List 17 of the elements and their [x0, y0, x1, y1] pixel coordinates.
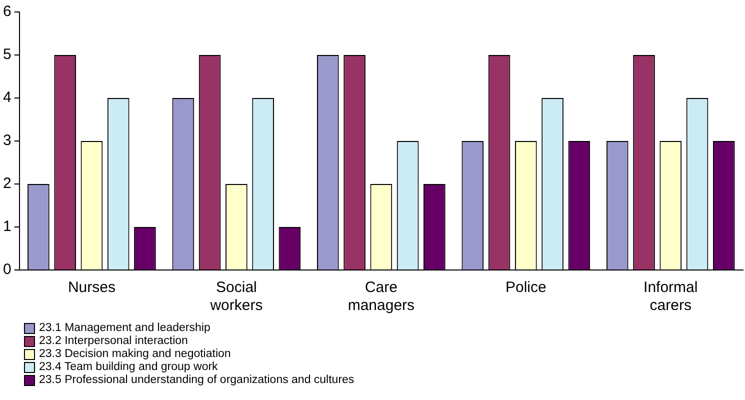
- y-tick-label: 6: [3, 3, 12, 20]
- y-tick-label: 2: [3, 175, 12, 192]
- y-tick-label: 3: [3, 132, 12, 150]
- legend-label: 23.4 Team building and group work: [39, 361, 218, 374]
- legend-label: 23.3 Decision making and negotiation: [39, 348, 231, 361]
- y-tick-label: 5: [3, 46, 12, 64]
- y-tick-label: 1: [3, 218, 12, 236]
- x-tick-label: Nurses: [68, 279, 116, 296]
- y-tick-label: 4: [3, 89, 12, 106]
- y-tick-label: 0: [3, 261, 12, 278]
- x-tick-label: Care managers: [348, 279, 415, 314]
- legend-label: 23.2 Interpersonal interaction: [39, 335, 188, 348]
- x-tick-label: Social workers: [209, 279, 263, 314]
- x-tick-label: Informal carers: [644, 279, 698, 314]
- legend-label: 23.1 Management and leadership: [39, 322, 210, 335]
- x-tick-label: Police: [505, 279, 546, 296]
- legend-label: 23.5 Professional understanding of organizations and cultures: [39, 374, 354, 387]
